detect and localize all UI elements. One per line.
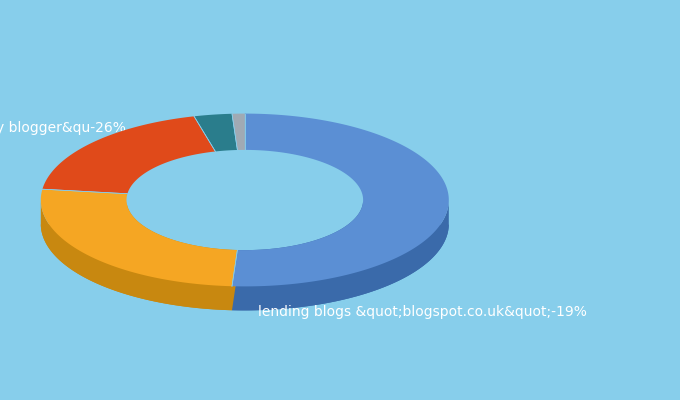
Polygon shape: [42, 116, 216, 194]
Polygon shape: [237, 200, 363, 274]
Polygon shape: [232, 114, 245, 150]
Polygon shape: [232, 201, 449, 310]
Polygon shape: [194, 114, 237, 152]
Polygon shape: [41, 189, 237, 286]
Text: quick business finance &quot;powered by blogger&qu-26%: quick business finance &quot;powered by …: [0, 121, 126, 135]
Polygon shape: [232, 114, 449, 286]
Polygon shape: [232, 224, 449, 310]
Polygon shape: [41, 224, 237, 310]
Text: lending blogs &quot;blogspot.co.uk&quot;-19%: lending blogs &quot;blogspot.co.uk&quot;…: [258, 305, 588, 319]
Polygon shape: [41, 200, 232, 310]
Polygon shape: [126, 200, 237, 274]
